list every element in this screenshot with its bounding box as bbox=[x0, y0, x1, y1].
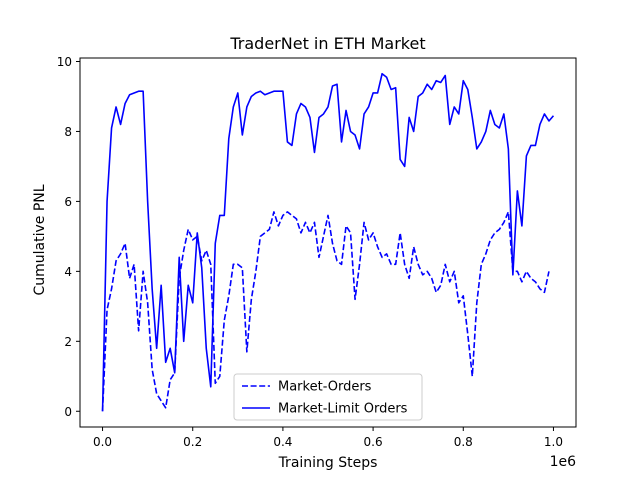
legend: Market-Orders Market-Limit Orders bbox=[233, 373, 423, 421]
y-tick-label: 8 bbox=[64, 125, 72, 139]
y-tick-label: 0 bbox=[64, 405, 72, 419]
x-axis: 0.0 0.2 0.4 0.6 0.8 1.0 bbox=[93, 427, 563, 449]
x-axis-label: Training Steps bbox=[278, 455, 378, 471]
x-axis-offset-label: 1e6 bbox=[550, 454, 577, 470]
plot-area bbox=[101, 72, 555, 412]
y-tick-label: 2 bbox=[64, 335, 72, 349]
y-tick-label: 6 bbox=[64, 195, 72, 209]
y-axis: 0 2 4 6 8 10 bbox=[57, 55, 80, 419]
y-tick-label: 10 bbox=[57, 55, 72, 69]
axes-frame bbox=[79, 57, 577, 428]
x-tick-label: 0.6 bbox=[364, 435, 383, 449]
x-tick-label: 0.4 bbox=[273, 435, 292, 449]
y-axis-label: Cumulative PNL bbox=[32, 184, 48, 295]
legend-label: Market-Orders bbox=[278, 380, 372, 395]
x-tick-label: 0.2 bbox=[183, 435, 202, 449]
y-tick-label: 4 bbox=[64, 265, 72, 279]
x-tick-label: 0.0 bbox=[93, 435, 112, 449]
legend-box bbox=[233, 373, 423, 421]
series-line-market-limit-orders bbox=[101, 72, 555, 412]
legend-label: Market-Limit Orders bbox=[278, 402, 408, 417]
chart-title: TraderNet in ETH Market bbox=[229, 34, 425, 53]
x-tick-label: 1.0 bbox=[544, 435, 563, 449]
x-tick-label: 0.8 bbox=[454, 435, 473, 449]
